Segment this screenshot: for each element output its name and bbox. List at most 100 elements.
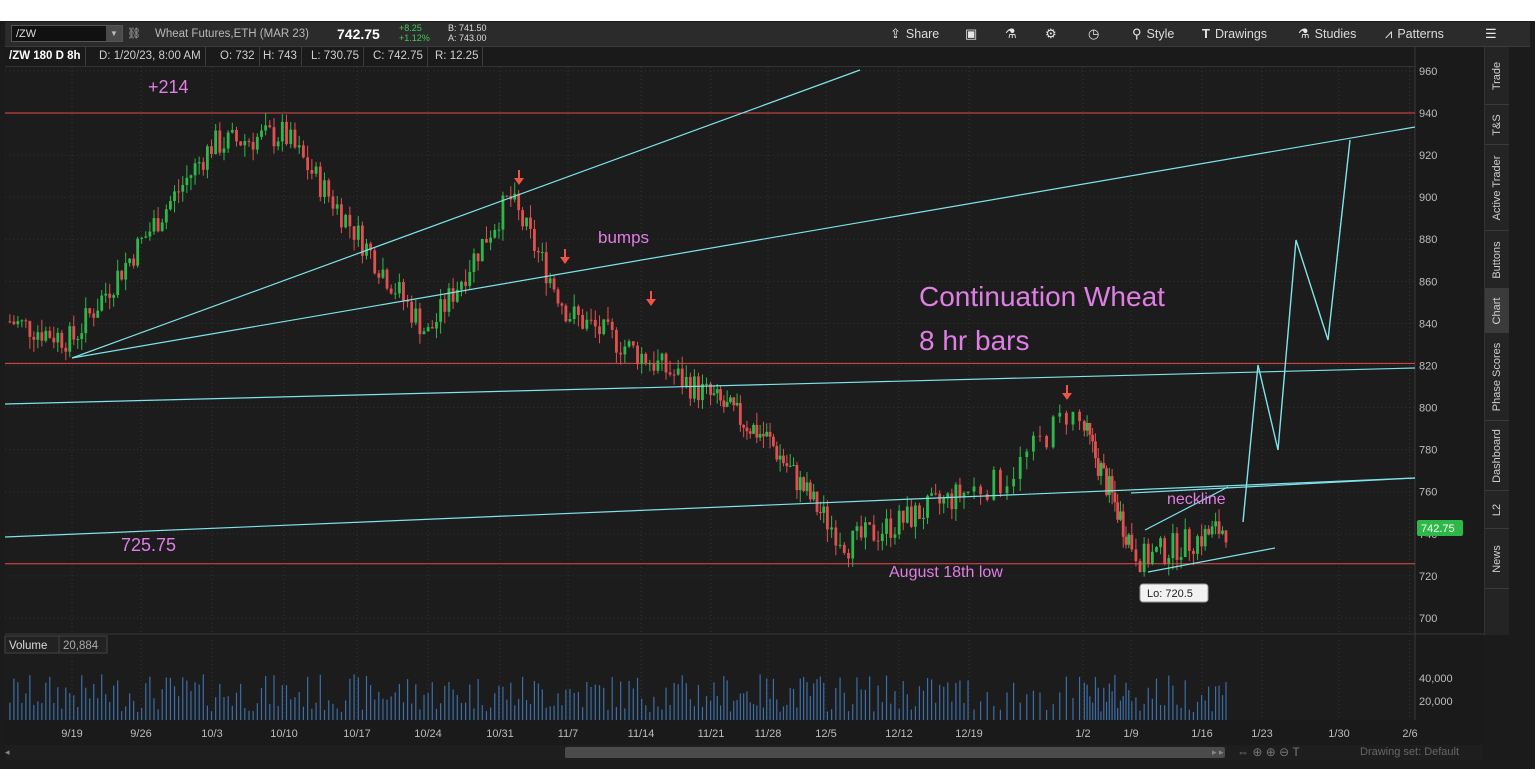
candle-body: [521, 210, 525, 227]
candle-body: [775, 446, 779, 460]
sidebar-tab-l2[interactable]: L2: [1485, 491, 1509, 529]
candle-body: [460, 281, 463, 290]
sidebar-tab-phase-scores[interactable]: Phase Scores: [1485, 333, 1509, 421]
trendline: [1130, 477, 1416, 494]
candle-body: [1203, 528, 1207, 547]
x-tick-label: 10/24: [414, 728, 442, 740]
share-button[interactable]: ⇪ Share: [890, 22, 939, 46]
candle-body: [812, 491, 816, 500]
candle-body: [264, 125, 268, 131]
patterns-label: Patterns: [1397, 27, 1444, 41]
snapshot-button[interactable]: ▣: [965, 22, 982, 46]
candle-body: [529, 217, 532, 229]
candle-body: [847, 552, 850, 559]
studies-icon: ⚗: [1298, 26, 1310, 41]
candle-body: [719, 389, 722, 401]
zoom-controls[interactable]: ⇔ ⊕ ⊕ ⊖ T: [1237, 745, 1300, 760]
scroll-right-icon[interactable]: ▸ ▸: [1212, 747, 1224, 757]
sidebar-tab-news[interactable]: News: [1485, 529, 1509, 589]
pan-icon[interactable]: ⇔: [1237, 745, 1249, 759]
zoom-in-icon[interactable]: ⊕: [1265, 745, 1276, 759]
sidebar-tab-dashboard[interactable]: Dashboard: [1485, 421, 1509, 491]
candle-body: [1121, 511, 1125, 537]
crosshair-icon[interactable]: ⊕: [1252, 745, 1263, 759]
candle-body: [430, 327, 434, 329]
zoom-out-icon[interactable]: ⊖: [1279, 745, 1290, 759]
candle-body: [962, 492, 966, 498]
candle-body: [314, 166, 318, 174]
candle-body: [406, 300, 409, 302]
candle-body: [660, 353, 664, 361]
sidebar-tab-t-s[interactable]: T&S: [1485, 105, 1509, 145]
candle-body: [373, 250, 377, 274]
candle-body: [909, 506, 913, 527]
drawings-button[interactable]: T Drawings: [1202, 22, 1267, 46]
candle-body: [598, 326, 601, 335]
symbol-input[interactable]: /ZW ▼: [11, 25, 123, 42]
candle-body: [938, 493, 942, 504]
sidebar-tab-label: Buttons: [1491, 240, 1503, 279]
bar-date: D: 1/20/23, 8:00 AM: [95, 47, 206, 66]
candle-body: [1088, 422, 1092, 435]
candle-body: [140, 237, 144, 239]
text-icon[interactable]: T: [1292, 745, 1300, 759]
sidebar-tab-active-trader[interactable]: Active Trader: [1485, 145, 1509, 231]
candle-body: [795, 465, 799, 491]
chart-id[interactable]: /ZW 180 D 8h: [5, 47, 86, 66]
menu-button[interactable]: ☰: [1485, 22, 1502, 46]
trendline: [71, 126, 1416, 359]
candle-body: [725, 402, 729, 407]
candle-body: [1116, 502, 1120, 520]
patterns-button[interactable]: ⩘ Patterns: [1385, 22, 1444, 46]
settings-button[interactable]: ⚙: [1045, 22, 1062, 46]
time-button[interactable]: ◷: [1088, 22, 1104, 46]
symbol-dropdown-icon[interactable]: ▼: [106, 26, 122, 41]
candle-body: [201, 162, 205, 170]
candle-body: [280, 121, 284, 142]
candle-body: [1102, 463, 1106, 469]
candle-body: [393, 293, 397, 295]
sidebar-tab-label: T&S: [1491, 113, 1503, 136]
scroll-left-icon[interactable]: ◂: [5, 747, 10, 757]
style-button[interactable]: ⚲ Style: [1132, 22, 1174, 46]
y-tick-label: 800: [1419, 403, 1437, 415]
studies-button[interactable]: ⚗ Studies: [1298, 22, 1356, 46]
candle-body: [688, 376, 692, 399]
candle-body: [627, 341, 631, 347]
lab-button[interactable]: ⚗: [1005, 22, 1022, 46]
candle-body: [1150, 551, 1154, 564]
price-tag-bg: [1417, 520, 1463, 537]
candle-body: [189, 175, 193, 178]
candle-body: [1142, 543, 1146, 573]
candle-body: [251, 141, 255, 150]
candle-body: [1210, 526, 1214, 535]
candle-body: [1159, 538, 1162, 548]
candle-body: [84, 308, 88, 334]
scroll-thumb[interactable]: [565, 747, 1225, 758]
axes: 9609409209008808608408208007807607407207…: [4, 66, 1463, 740]
time-scrollbar[interactable]: ◂ ▸ ▸ ⇔ ⊕ ⊕ ⊖ T Drawing set: Default: [5, 745, 1483, 760]
drawing-set-label[interactable]: Drawing set: Default: [1360, 746, 1460, 758]
candle-body: [197, 162, 201, 164]
candle-body: [1167, 558, 1171, 564]
level-annotation: 725.75: [121, 535, 176, 555]
sidebar-tab-trade[interactable]: Trade: [1485, 47, 1509, 105]
sidebar-tab-label: Phase Scores: [1491, 342, 1503, 411]
sidebar-tab-chart[interactable]: Chart: [1485, 289, 1509, 333]
sidebar-tab-buttons[interactable]: Buttons: [1485, 231, 1509, 289]
time-axis-bg: [5, 720, 1483, 745]
link-icon[interactable]: ⛓: [127, 28, 141, 40]
candle-body: [648, 363, 652, 365]
candle-body: [1105, 468, 1108, 496]
candle-body: [1207, 528, 1211, 535]
candle-body: [16, 321, 20, 325]
candle-body: [369, 243, 373, 251]
share-icon: ⇪: [890, 26, 901, 41]
bumps-annotation: bumps: [598, 228, 649, 247]
candle-body: [577, 306, 580, 315]
candle-body: [979, 486, 983, 495]
candle-body: [585, 319, 589, 329]
candle-body: [1175, 533, 1179, 560]
candle-body: [439, 299, 443, 322]
